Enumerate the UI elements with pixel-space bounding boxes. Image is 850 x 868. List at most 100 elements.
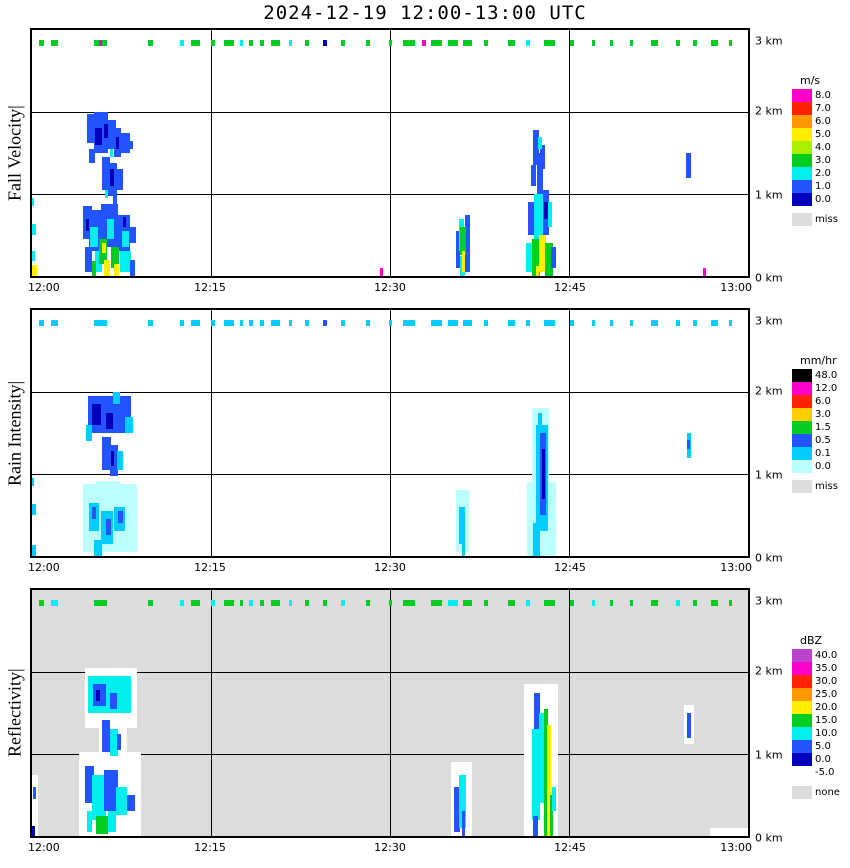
top-gate-echo	[239, 39, 244, 46]
echo-cell	[115, 169, 123, 190]
time-tick-label: 12:00	[28, 561, 60, 574]
height-label: 0 km	[755, 271, 783, 285]
echo-cell	[107, 218, 115, 240]
echo-cell	[113, 195, 117, 204]
colorbar-label: 10.0	[815, 728, 838, 739]
echo-cell	[32, 774, 38, 836]
echo-cell	[89, 148, 96, 163]
echo-cell	[539, 235, 547, 272]
echo-cell	[532, 239, 541, 276]
top-gate-echo	[305, 39, 309, 46]
colorbar-swatch	[792, 753, 812, 766]
top-gate-echo	[526, 39, 530, 46]
colorbar-gap	[792, 206, 850, 213]
echo-cell	[533, 523, 541, 556]
echo-cell	[32, 826, 35, 836]
height-axis-fall-velocity: 3 km 2 km 1 km 0 km	[750, 28, 792, 285]
echo-cell	[120, 251, 132, 272]
colorbar-entry: 35.0	[792, 662, 850, 675]
time-tick-label: 12:15	[194, 561, 226, 574]
echo-cell	[91, 261, 97, 276]
panel-fall-velocity: Fall Velocity| 12:00 12:15 12:30 12:45 1…	[0, 28, 850, 308]
echo-cell	[702, 267, 706, 276]
echo-cell	[539, 713, 546, 804]
top-gate-echo	[190, 39, 201, 46]
top-gate-echo	[484, 319, 488, 326]
echo-cell	[96, 690, 101, 701]
echo-cell	[86, 811, 92, 832]
colorbar-entry: 0.0	[792, 460, 850, 473]
top-gate-echo	[693, 39, 697, 46]
colorbar-label: 40.0	[815, 650, 838, 661]
colorbar-label: -5.0	[815, 767, 835, 778]
colorbar: 40.0 35.0 30.0 25.0 20.0 15.0 10.0 5.0 0.0 -5.0 no…	[792, 649, 850, 799]
top-gate-echo	[270, 319, 281, 326]
top-gate-echo	[288, 319, 293, 326]
colorbar-entry: 12.0	[792, 382, 850, 395]
top-gate-echo	[508, 319, 516, 326]
echo-cell	[94, 539, 103, 556]
top-gate-echo	[224, 319, 234, 326]
height-label: 0 km	[755, 831, 783, 845]
echo-cell	[91, 774, 106, 820]
echo-cell	[461, 251, 466, 272]
colorbar-entry: 0.0	[792, 193, 850, 206]
echo-cell	[102, 157, 110, 190]
top-gate-echo	[508, 39, 516, 46]
echo-cell	[109, 692, 117, 709]
top-gate-echo	[676, 39, 680, 46]
echo-cell	[103, 124, 109, 139]
top-gate-echo	[711, 39, 719, 46]
colorbar-swatch	[792, 193, 812, 206]
echo-cell	[116, 733, 122, 750]
y-axis-label-fall-velocity: Fall Velocity|	[4, 105, 25, 201]
colorbar-entry: 10.0	[792, 727, 850, 740]
colorbar-label: 6.0	[815, 396, 831, 407]
top-gate-echo	[430, 39, 443, 46]
colorbar-label: 2.0	[815, 168, 831, 179]
echo-cell	[122, 696, 130, 709]
time-tick-label: 12:30	[374, 561, 406, 574]
colorbar-swatch	[792, 662, 812, 675]
top-gate-echo	[448, 39, 458, 46]
top-gate-echo	[341, 599, 345, 606]
echo-cell	[116, 451, 123, 470]
colorbar-rain-intensity: mm/hr 48.0 12.0 6.0 3.0 1.5 0.5 0.1 0.0 miss	[792, 308, 850, 588]
top-gate-echo	[39, 319, 44, 326]
echo-cell	[461, 811, 466, 836]
top-gate-echo	[179, 39, 184, 46]
colorbar-unit: m/s	[800, 74, 821, 87]
top-gate-echo	[591, 319, 596, 326]
colorbar-entry: 4.0	[792, 141, 850, 154]
top-gate-echo	[403, 39, 416, 46]
top-gate-echo	[484, 599, 488, 606]
gridline-1230	[390, 30, 391, 276]
echo-cell	[32, 504, 37, 515]
top-gate-echo	[693, 319, 697, 326]
top-gate-echo	[94, 319, 108, 326]
gridline-1230	[390, 590, 391, 836]
echo-cell	[533, 130, 540, 166]
colorbar-label: 6.0	[815, 116, 831, 127]
echo-cell	[115, 136, 120, 149]
colorbar-label: 20.0	[815, 702, 838, 713]
colorbar-swatch	[792, 382, 812, 395]
panel-reflectivity: Reflectivity| 12:00 12:15 12:30 12:45 13…	[0, 588, 850, 868]
echo-cell	[85, 218, 90, 231]
colorbar-entry: -5.0	[792, 766, 850, 779]
echo-cell	[546, 725, 551, 836]
top-gate-echo	[224, 599, 234, 606]
top-gate-echo	[543, 599, 555, 606]
time-tick-label: 12:45	[554, 561, 586, 574]
colorbar-swatch	[792, 115, 812, 128]
y-axis-label-rain-intensity: Rain Intensity|	[4, 380, 25, 486]
top-gate-echo	[179, 599, 184, 606]
top-gate-echo	[147, 599, 153, 606]
height-label: 2 km	[755, 664, 783, 678]
echo-cell	[102, 437, 111, 470]
echo-cell	[103, 770, 118, 812]
echo-cell	[536, 153, 543, 194]
echo-cell	[685, 153, 691, 178]
top-gate-echo	[39, 599, 44, 606]
